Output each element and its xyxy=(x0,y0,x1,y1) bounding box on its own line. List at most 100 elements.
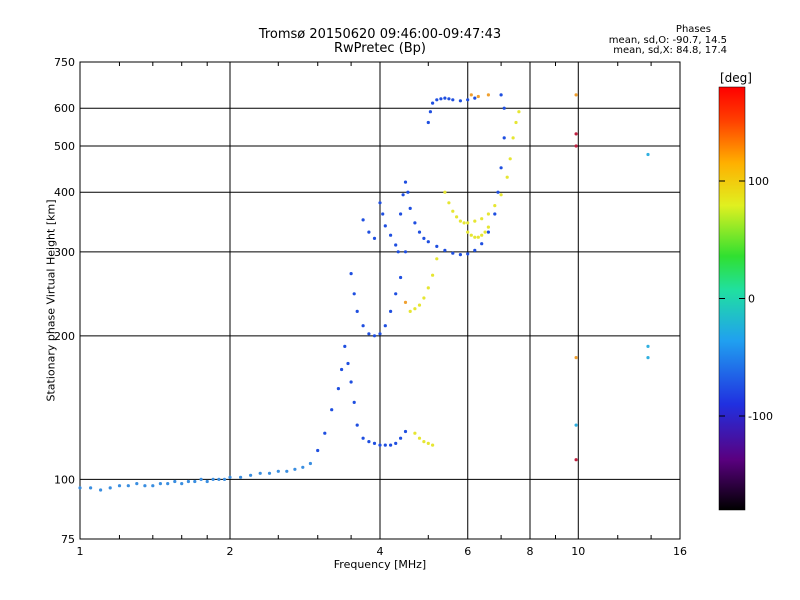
data-point xyxy=(443,96,447,100)
colorbar-ticks: -100 0 100 xyxy=(719,175,773,423)
data-point xyxy=(403,250,408,254)
data-point xyxy=(426,286,430,290)
data-point xyxy=(180,482,184,486)
data-point xyxy=(352,292,356,296)
data-point xyxy=(499,193,503,197)
data-points xyxy=(78,93,650,492)
data-point xyxy=(276,469,280,473)
data-point xyxy=(394,243,398,247)
data-point xyxy=(340,367,344,372)
data-point xyxy=(205,479,209,484)
data-point xyxy=(426,240,430,244)
y-tick-label: 200 xyxy=(54,330,75,343)
data-point xyxy=(249,473,253,477)
data-point xyxy=(473,96,477,100)
data-point xyxy=(367,332,371,336)
data-point xyxy=(511,136,515,140)
data-point xyxy=(462,221,466,225)
data-point xyxy=(435,244,439,248)
x-tick-label: 10 xyxy=(571,545,585,558)
data-point xyxy=(403,300,408,304)
data-point xyxy=(383,324,387,328)
data-point xyxy=(466,221,470,225)
y-tick-label: 500 xyxy=(54,140,75,153)
data-point xyxy=(428,110,432,114)
colorbar-tick-label: 100 xyxy=(748,175,769,188)
data-point xyxy=(401,193,405,197)
data-point xyxy=(431,101,435,105)
data-point xyxy=(413,307,417,311)
data-point xyxy=(108,486,112,490)
data-point xyxy=(199,477,203,481)
data-point xyxy=(394,292,398,296)
data-point xyxy=(493,204,497,208)
chart-title: Tromsø 20150620 09:46:00-09:47:43 xyxy=(258,27,502,42)
x-tick-label: 2 xyxy=(227,545,234,558)
phases-heading: Phases xyxy=(675,24,711,35)
data-point xyxy=(361,324,365,328)
data-point xyxy=(443,248,447,252)
data-point xyxy=(389,233,393,237)
data-point xyxy=(486,230,490,234)
data-point xyxy=(349,380,353,384)
y-axis-label: Stationary phase Virtual Height [km] xyxy=(44,199,58,402)
x-tick-label: 4 xyxy=(377,545,384,558)
data-point xyxy=(486,225,490,229)
x-tick-label: 16 xyxy=(673,545,687,558)
data-point xyxy=(431,443,435,447)
data-point xyxy=(486,93,490,97)
data-point xyxy=(323,431,327,435)
data-point xyxy=(135,482,139,486)
y-axis-ticks: 75 100 200 300 400 500 600 750 xyxy=(54,56,75,546)
data-point xyxy=(451,251,455,255)
y-tick-label: 100 xyxy=(54,473,75,486)
data-point xyxy=(217,477,221,481)
data-point xyxy=(435,257,439,261)
y-tick-label: 750 xyxy=(54,56,75,69)
data-point xyxy=(406,190,410,194)
phase-stats-x: mean, sd,X: 84.8, 17.4 xyxy=(613,45,727,56)
data-point xyxy=(476,235,480,239)
data-point xyxy=(480,233,484,237)
data-point xyxy=(117,484,122,488)
data-point xyxy=(451,98,455,102)
data-point xyxy=(308,461,312,466)
data-point xyxy=(435,98,439,102)
data-point xyxy=(126,484,130,488)
data-point xyxy=(367,230,371,234)
data-point xyxy=(285,469,289,473)
data-point xyxy=(447,97,451,101)
data-point xyxy=(574,144,578,148)
data-point xyxy=(466,252,470,256)
data-point xyxy=(483,230,487,234)
data-point xyxy=(372,334,377,338)
data-point xyxy=(646,152,650,157)
data-point xyxy=(330,408,334,412)
plot-frame xyxy=(79,61,681,540)
data-point xyxy=(293,467,297,471)
data-point xyxy=(355,423,359,427)
data-point xyxy=(403,180,408,184)
data-point xyxy=(426,120,430,125)
data-point xyxy=(469,233,473,237)
data-point xyxy=(574,356,578,360)
data-point xyxy=(486,212,490,216)
data-point xyxy=(403,429,408,434)
grid-lines xyxy=(80,62,680,539)
y-tick-label: 400 xyxy=(54,186,75,199)
data-point xyxy=(455,215,459,219)
data-point xyxy=(417,230,422,234)
colorbar-tick-label: 0 xyxy=(748,293,755,306)
data-point xyxy=(417,303,422,307)
data-point xyxy=(343,344,347,348)
data-point xyxy=(151,484,155,488)
data-point xyxy=(473,248,477,252)
x-tick-label: 1 xyxy=(77,545,84,558)
data-point xyxy=(316,448,320,453)
data-point xyxy=(466,98,470,102)
data-point xyxy=(361,218,365,222)
data-point xyxy=(399,275,403,280)
data-point xyxy=(458,253,462,257)
x-axis-ticks: 1 2 4 6 8 10 16 xyxy=(77,62,687,558)
data-point xyxy=(499,93,503,97)
